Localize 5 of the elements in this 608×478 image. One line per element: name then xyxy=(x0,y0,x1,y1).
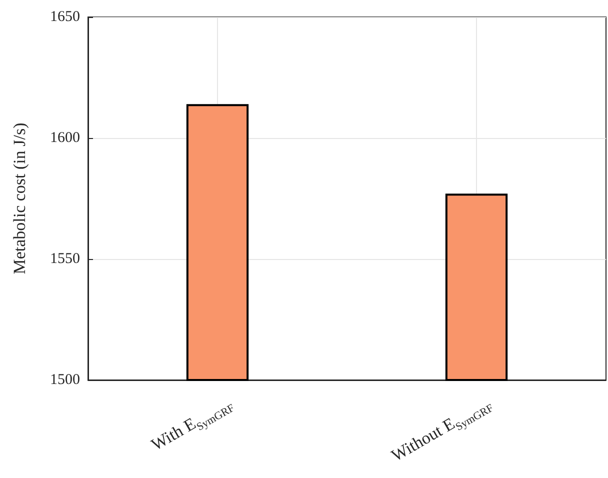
y-tick-label: 1650 xyxy=(50,9,80,25)
y-tick-label: 1500 xyxy=(50,372,80,388)
y-tick-label: 1550 xyxy=(50,251,80,267)
y-tick-label: 1600 xyxy=(50,130,80,146)
y-axis-title: Metabolic cost (in J/s) xyxy=(10,122,29,274)
